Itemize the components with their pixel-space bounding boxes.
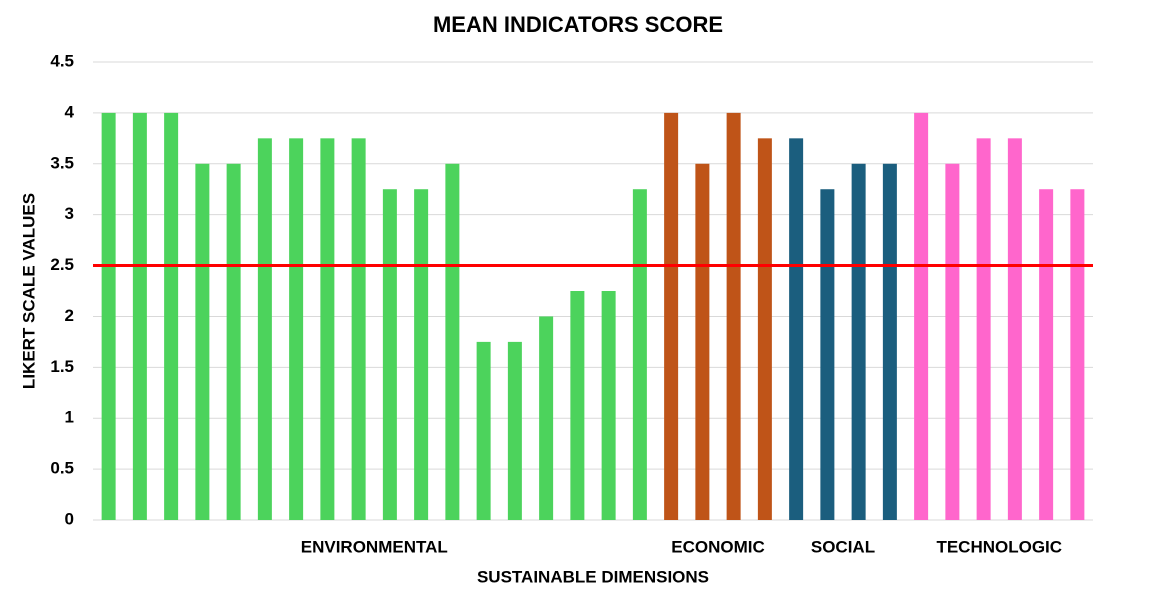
bar: [882, 163, 897, 520]
y-tick-label: 3.5: [50, 153, 74, 172]
bar: [789, 138, 804, 521]
group-label: TECHNOLOGIC: [936, 537, 1062, 556]
bar: [695, 163, 710, 520]
y-tick-label: 0: [65, 509, 74, 528]
y-tick-label: 2: [65, 306, 74, 325]
bar: [101, 112, 116, 520]
group-label: ECONOMIC: [671, 537, 765, 556]
y-tick-label: 1: [65, 408, 74, 427]
bar: [226, 163, 241, 520]
bar: [632, 189, 647, 520]
bar: [726, 112, 741, 520]
bar: [164, 112, 179, 520]
bar: [945, 163, 960, 520]
bar: [507, 341, 522, 520]
group-label: SOCIAL: [811, 537, 875, 556]
bar: [382, 189, 397, 520]
bar: [1007, 138, 1022, 521]
y-tick-label: 3: [65, 204, 74, 223]
chart-title: MEAN INDICATORS SCORE: [433, 12, 723, 37]
bar: [1070, 189, 1085, 520]
y-tick-label: 4: [65, 102, 75, 121]
bar: [289, 138, 304, 521]
bar: [820, 189, 835, 520]
bar: [570, 291, 585, 520]
group-label: ENVIRONMENTAL: [301, 537, 448, 556]
bar: [476, 341, 491, 520]
y-tick-label: 0.5: [50, 459, 74, 478]
bar: [976, 138, 991, 521]
bar: [445, 163, 460, 520]
bar: [539, 316, 554, 520]
bar: [132, 112, 147, 520]
y-tick-label: 1.5: [50, 357, 74, 376]
bar: [257, 138, 272, 521]
bar: [351, 138, 366, 521]
y-tick-label: 2.5: [50, 255, 74, 274]
bar: [851, 163, 866, 520]
bar: [1039, 189, 1054, 520]
bar: [914, 112, 929, 520]
bar: [757, 138, 772, 521]
bar: [414, 189, 429, 520]
bar: [320, 138, 335, 521]
x-axis-label: SUSTAINABLE DIMENSIONS: [477, 567, 709, 586]
y-axis-label: LIKERT SCALE VALUES: [19, 193, 38, 389]
bar: [664, 112, 679, 520]
y-tick-label: 4.5: [50, 51, 74, 70]
bar: [195, 163, 210, 520]
bar: [601, 291, 616, 520]
